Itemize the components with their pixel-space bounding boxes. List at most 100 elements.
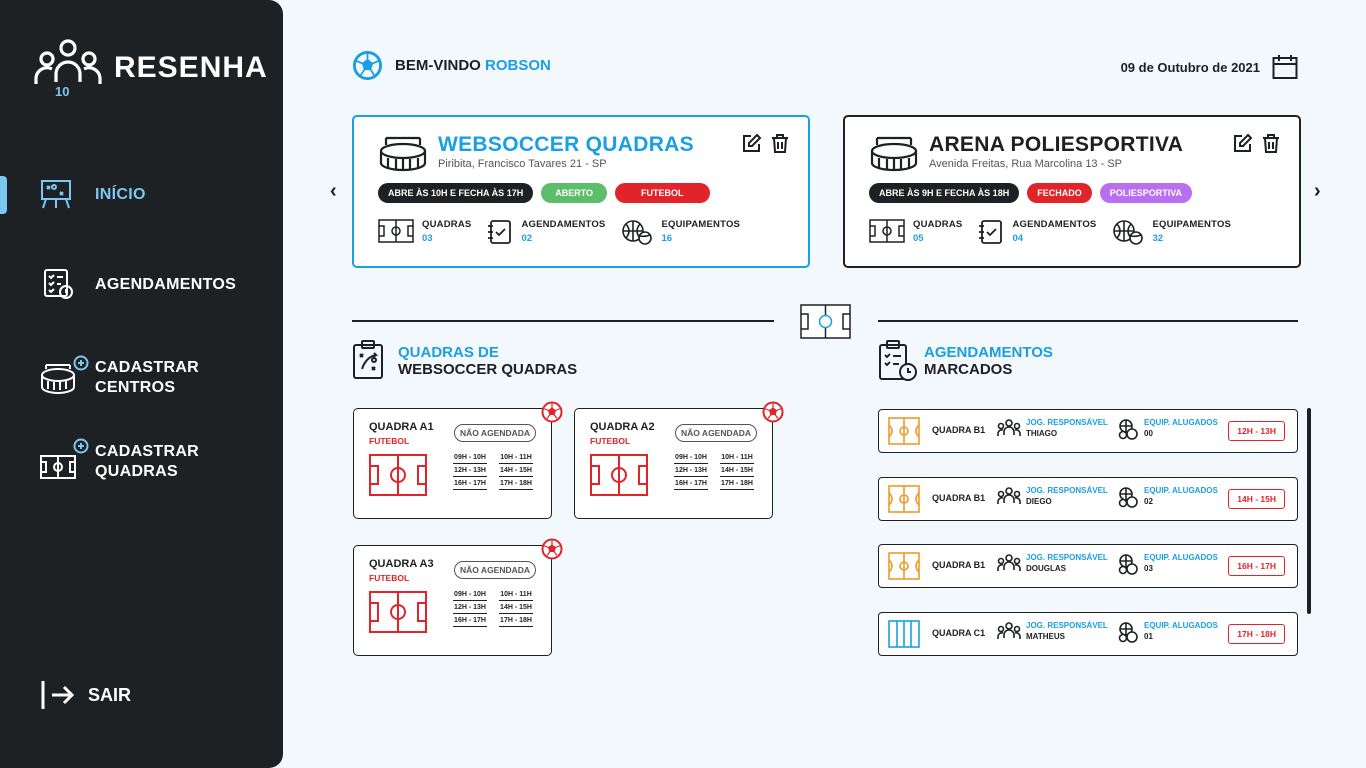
center-name: WEBSOCCER QUADRAS xyxy=(438,133,694,156)
section-title-line1: QUADRAS DE xyxy=(398,344,499,361)
basketball-court-icon xyxy=(888,485,920,513)
bookings-scrollbar[interactable] xyxy=(1307,408,1311,614)
player-name: MATHEUS xyxy=(1026,632,1065,641)
sidebar-item-cadastrar-quadras[interactable]: CADASTRAR QUADRAS xyxy=(0,436,283,486)
equipment-icon xyxy=(1118,554,1138,575)
time-slot[interactable]: 17H - 18H xyxy=(720,480,754,490)
equipment-icon xyxy=(1118,622,1138,643)
stat-value: 05 xyxy=(913,233,924,244)
trash-icon[interactable] xyxy=(770,133,790,153)
booking-court: QUADRA C1 xyxy=(932,628,986,638)
time-slot[interactable]: 12H - 13H xyxy=(453,467,487,477)
time-slot[interactable]: 10H - 11H xyxy=(499,454,533,464)
divider-right xyxy=(878,320,1298,322)
court-name: QUADRA A2 xyxy=(590,421,655,433)
equipment-label: EQUIP. ALUGADOS xyxy=(1144,486,1218,495)
time-slot[interactable]: 10H - 11H xyxy=(720,454,754,464)
player-name: DOUGLAS xyxy=(1026,564,1066,573)
sidebar-item-agendamentos[interactable]: AGENDAMENTOS xyxy=(0,266,283,304)
equipment-count: 03 xyxy=(1144,564,1153,573)
equipment-label: EQUIP. ALUGADOS xyxy=(1144,553,1218,562)
booking-row[interactable]: QUADRA B1 JOG. RESPONSÁVEL DIEGO EQUIP. A… xyxy=(878,477,1298,521)
field-add-icon xyxy=(40,438,89,479)
booking-court: QUADRA B1 xyxy=(932,493,986,503)
equipment-count: 02 xyxy=(1144,497,1153,506)
stat-quadras: QUADRAS 03 xyxy=(378,219,471,245)
balls-icon xyxy=(622,220,653,245)
time-slot[interactable]: 12H - 13H xyxy=(453,604,487,614)
edit-icon[interactable] xyxy=(742,133,762,153)
time-slot[interactable]: 10H - 11H xyxy=(499,591,533,601)
time-slot[interactable]: 17H - 18H xyxy=(499,480,533,490)
date-display[interactable]: 09 de Outubro de 2021 xyxy=(1121,54,1298,80)
court-type: FUTEBOL xyxy=(369,436,410,446)
stadium-add-icon xyxy=(41,355,89,394)
balls-icon xyxy=(1113,220,1144,245)
hours-badge: ABRE ÀS 10H E FECHA ÀS 17H xyxy=(378,183,534,203)
players-icon xyxy=(997,622,1021,639)
current-date: 09 de Outubro de 2021 xyxy=(1120,59,1260,75)
center-card[interactable]: WEBSOCCER QUADRAS Piribita, Francisco Ta… xyxy=(352,115,810,268)
status-badge: NÃO AGENDADA xyxy=(454,561,537,579)
status-badge: ABERTO xyxy=(541,183,608,203)
divider-left xyxy=(352,320,774,322)
player-name: THIAGO xyxy=(1026,429,1058,438)
time-slot[interactable]: 09H - 10H xyxy=(453,591,487,601)
sport-badge: POLIESPORTIVA xyxy=(1099,183,1193,203)
center-card[interactable]: ARENA POLIESPORTIVA Avenida Freitas, Rua… xyxy=(843,115,1301,268)
app-logo[interactable]: 10 RESENHA xyxy=(34,38,268,98)
stat-agendamentos: AGENDAMENTOS 04 xyxy=(978,219,1096,245)
time-slot[interactable]: 16H - 17H xyxy=(453,617,487,627)
status-badge: NÃO AGENDADA xyxy=(675,424,758,442)
booking-court: QUADRA B1 xyxy=(932,425,986,435)
edit-icon[interactable] xyxy=(1233,133,1253,153)
trash-icon[interactable] xyxy=(1261,133,1281,153)
booking-time-badge: 17H - 18H xyxy=(1228,624,1285,644)
time-slot[interactable]: 14H - 15H xyxy=(499,604,533,614)
court-type: FUTEBOL xyxy=(590,436,631,446)
stat-value: 03 xyxy=(422,233,433,244)
stat-value: 32 xyxy=(1152,233,1164,244)
time-slot[interactable]: 17H - 18H xyxy=(499,617,533,627)
time-slot[interactable]: 14H - 15H xyxy=(720,467,754,477)
sidebar-item-label: INÍCIO xyxy=(95,186,146,203)
booking-row[interactable]: QUADRA B1 JOG. RESPONSÁVEL DOUGLAS EQUIP.… xyxy=(878,544,1298,588)
section-title-line2: MARCADOS xyxy=(924,361,1013,378)
time-slot[interactable]: 09H - 10H xyxy=(674,454,708,464)
calendar-icon xyxy=(1272,55,1298,79)
time-slot[interactable]: 09H - 10H xyxy=(453,454,487,464)
equipment-count: 00 xyxy=(1144,429,1153,438)
prev-arrow[interactable]: ‹ xyxy=(330,180,337,202)
stat-value: 02 xyxy=(521,233,533,244)
logout-button[interactable]: SAIR xyxy=(40,680,131,710)
court-card[interactable]: QUADRA A3 FUTEBOL NÃO AGENDADA 09H - 10H… xyxy=(353,538,563,656)
court-icon xyxy=(869,219,905,243)
time-slot[interactable]: 16H - 17H xyxy=(674,480,708,490)
status-badge: NÃO AGENDADA xyxy=(454,424,537,442)
clipboard-clock-icon xyxy=(879,340,917,381)
people-group-icon: 10 xyxy=(34,39,102,98)
court-card[interactable]: QUADRA A2 FUTEBOL NÃO AGENDADA 09H - 10H… xyxy=(574,401,784,519)
app-name: RESENHA xyxy=(114,51,268,84)
booking-row[interactable]: QUADRA B1 JOG. RESPONSÁVEL THIAGO EQUIP. … xyxy=(878,409,1298,453)
section-title-line2: WEBSOCCER QUADRAS xyxy=(398,361,578,378)
court-card[interactable]: QUADRA A1 FUTEBOL NÃO AGENDADA 09H - 10H… xyxy=(353,401,563,519)
clipboard-check-icon xyxy=(979,220,1003,244)
section-title-line1: AGENDAMENTOS xyxy=(924,344,1053,361)
center-name: ARENA POLIESPORTIVA xyxy=(929,133,1184,156)
sidebar-item-inicio[interactable]: INÍCIO xyxy=(0,176,283,214)
equipment-label: EQUIP. ALUGADOS xyxy=(1144,418,1218,427)
court-icon xyxy=(378,219,414,243)
time-slot[interactable]: 14H - 15H xyxy=(499,467,533,477)
time-slot[interactable]: 12H - 13H xyxy=(674,467,708,477)
tactics-board-icon xyxy=(353,340,383,379)
stat-label: AGENDAMENTOS xyxy=(521,219,606,230)
logout-label: SAIR xyxy=(88,684,132,705)
time-slot[interactable]: 16H - 17H xyxy=(453,480,487,490)
soccer-ball-icon xyxy=(352,50,383,81)
stat-equipamentos: EQUIPAMENTOS 16 xyxy=(621,219,740,245)
booking-row[interactable]: QUADRA C1 JOG. RESPONSÁVEL MATHEUS EQUIP.… xyxy=(878,612,1298,656)
next-arrow[interactable]: › xyxy=(1314,180,1321,202)
sidebar-item-cadastrar-centros[interactable]: CADASTRAR CENTROS xyxy=(0,352,283,402)
court-name: QUADRA A3 xyxy=(369,558,434,570)
